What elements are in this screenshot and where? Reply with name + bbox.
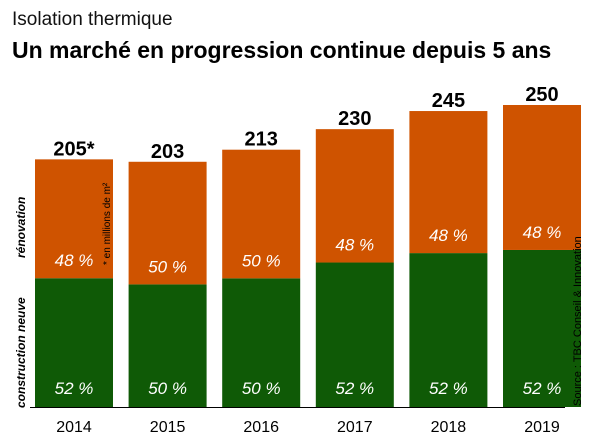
bar-construction-2016 [222, 278, 301, 407]
x-tick-2016: 2016 [243, 419, 279, 436]
total-label-2017: 230 [338, 108, 371, 130]
share-label-renovation-2018: 48 % [429, 226, 468, 245]
share-label-construction-2018: 52 % [429, 379, 468, 398]
x-tick-2017: 2017 [337, 419, 373, 436]
chart-subtitle: Isolation thermique [12, 9, 173, 30]
chart-title: Un marché en progression continue depuis… [12, 37, 552, 63]
share-label-construction-2015: 50 % [148, 379, 187, 398]
total-label-2015: 203 [151, 141, 184, 163]
bar-renovation-2018 [409, 111, 488, 254]
bar-construction-2017 [315, 262, 394, 407]
share-label-renovation-2016: 50 % [242, 251, 281, 270]
total-label-2019: 250 [525, 84, 558, 106]
x-tick-2019: 2019 [524, 419, 560, 436]
bar-construction-2018 [409, 253, 488, 407]
x-tick-2015: 2015 [150, 419, 186, 436]
share-label-construction-2014: 52 % [55, 379, 94, 398]
bar-renovation-2014 [35, 159, 113, 279]
source-note: Source : TBC Conseil & Innovation [572, 236, 584, 406]
share-label-renovation-2017: 48 % [335, 236, 374, 255]
bar-construction-2014 [35, 278, 113, 407]
total-label-2016: 213 [245, 129, 278, 151]
bar-construction-2019 [503, 249, 581, 407]
share-label-construction-2017: 52 % [335, 379, 374, 398]
bar-construction-2015 [128, 284, 207, 407]
bar-renovation-2017 [315, 129, 394, 263]
share-label-construction-2016: 50 % [242, 379, 281, 398]
x-tick-2014: 2014 [56, 419, 92, 436]
x-tick-2018: 2018 [431, 419, 467, 436]
total-label-2018: 245 [432, 90, 465, 112]
share-label-renovation-2015: 50 % [148, 257, 187, 276]
series-label-renovation: rénovation [14, 196, 28, 258]
bar-renovation-2019 [503, 105, 581, 250]
share-label-construction-2019: 52 % [523, 379, 562, 398]
bar-renovation-2015 [128, 161, 207, 285]
unit-note: * en millions de m² [102, 182, 113, 265]
share-label-renovation-2019: 48 % [523, 223, 562, 242]
series-label-construction: construction neuve [14, 297, 28, 408]
bar-renovation-2016 [222, 149, 301, 279]
total-label-2014: 205* [53, 138, 94, 160]
share-label-renovation-2014: 48 % [55, 251, 94, 270]
